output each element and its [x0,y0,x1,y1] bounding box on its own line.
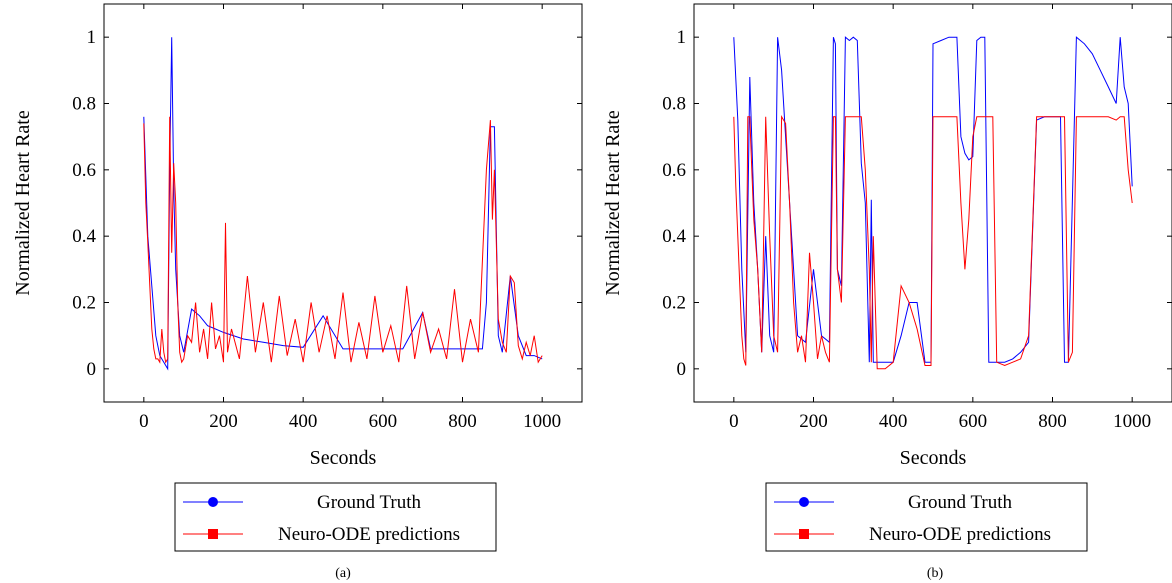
ground-truth-line [733,36,1133,363]
x-tick-label: 400 [879,411,908,432]
x-tick-label: 0 [139,411,149,432]
y-tick-label: 0 [677,359,687,380]
legend-label: Neuro-ODE predictions [869,524,1051,545]
axes-frame [103,3,583,403]
legend-label: Ground Truth [908,492,1012,513]
legend-square-marker [208,529,218,539]
x-axis-label: Seconds [900,447,967,469]
subfigure-caption: (a) [335,566,351,581]
y-tick-label: 0 [87,359,97,380]
x-tick-label: 1000 [1113,411,1151,432]
legend-box [765,482,1088,552]
x-tick-label: 600 [959,411,988,432]
x-axis-label: Seconds [310,447,377,469]
chart-panel-b: 0 200 400 600 800 1000 0 0.2 0.4 0.6 0.8 1 Seconds No… [602,3,1172,581]
x-tick-label: 400 [289,411,318,432]
legend-item-ground-truth: Ground Truth [183,492,421,513]
subfigure-caption: (b) [927,566,944,581]
legend-label: Neuro-ODE predictions [278,524,460,545]
y-axis-label: Normalized Heart Rate [12,110,34,296]
legend-item-ground-truth: Ground Truth [774,492,1012,513]
legend-circle-marker [799,497,809,507]
y-tick-label: 1 [677,27,687,48]
axes-frame [693,3,1172,403]
x-tick-label: 200 [209,411,238,432]
y-tick-label: 1 [87,27,97,48]
legend: Ground Truth Neuro-ODE predictions [765,482,1088,552]
legend: Ground Truth Neuro-ODE predictions [174,482,497,552]
ground-truth-line [143,37,543,371]
y-tick-label: 0.4 [662,226,686,247]
legend-label: Ground Truth [317,492,421,513]
y-tick-label: 0.2 [662,293,686,314]
legend-circle-marker [208,497,218,507]
legend-box [174,482,497,552]
x-tick-label: 800 [1038,411,1067,432]
y-tick-label: 0.8 [662,94,686,115]
x-tick-label: 800 [448,411,477,432]
legend-square-marker [799,529,809,539]
chart-panel-a: 0 200 400 600 800 1000 0 0.2 0.4 0.6 0.8 1 Seconds No… [12,3,583,581]
x-tick-label: 1000 [523,411,561,432]
y-tick-label: 0.6 [662,160,686,181]
predictions-line [733,115,1133,370]
predictions-line [143,116,543,364]
y-tick-label: 0.6 [72,160,96,181]
y-tick-label: 0.4 [72,226,96,247]
x-tick-label: 200 [799,411,828,432]
legend-item-predictions: Neuro-ODE predictions [774,524,1051,545]
y-tick-label: 0.8 [72,94,96,115]
legend-item-predictions: Neuro-ODE predictions [183,524,460,545]
x-tick-label: 0 [729,411,739,432]
y-axis-label: Normalized Heart Rate [602,110,624,296]
x-tick-label: 600 [369,411,398,432]
y-tick-label: 0.2 [72,293,96,314]
